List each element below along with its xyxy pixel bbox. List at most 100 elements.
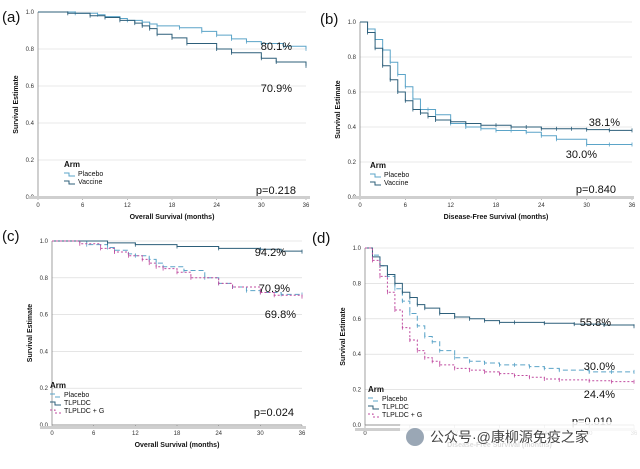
x-tick-label: 24	[215, 431, 222, 437]
legend-swatch	[368, 397, 379, 402]
x-tick-label: 30	[258, 203, 265, 209]
y-tick-label: 0.2	[348, 160, 357, 166]
y-tick-label: 0.2	[40, 386, 49, 392]
x-axis-title: Disease-Free Survival (months)	[444, 214, 549, 221]
chart-panel: (d)0.00.20.40.60.81.0061218243036Disease…	[312, 230, 638, 449]
x-tick-label: 0	[50, 431, 54, 437]
y-axis-title: Survival Estimate	[340, 307, 347, 365]
y-axis-title: Survival Estimate	[335, 80, 342, 138]
panel-label: (c)	[2, 228, 20, 245]
y-tick-label: 0.6	[26, 84, 35, 90]
watermark-text: 公众号·@康柳源免疫之家	[430, 429, 589, 445]
x-tick-label: 0	[358, 203, 362, 209]
x-tick-label: 30	[257, 431, 264, 437]
survival-percent-label: 55.8%	[580, 317, 611, 329]
legend-item: TLPLDC	[382, 404, 409, 411]
y-tick-label: 0.8	[26, 47, 35, 53]
legend-swatch	[368, 405, 379, 410]
survival-percent-label: 94.2%	[255, 247, 286, 259]
legend-title: Arm	[50, 381, 66, 390]
y-tick-label: 0.6	[348, 90, 357, 96]
y-axis-title: Survival Estimate	[27, 304, 34, 362]
survival-percent-label: 24.4%	[584, 389, 615, 401]
panel-border	[28, 196, 310, 199]
x-tick-label: 24	[538, 203, 545, 209]
y-tick-label: 0.0	[353, 423, 362, 429]
legend-item: Placebo	[382, 396, 407, 403]
legend-item: Vaccine	[384, 180, 408, 187]
legend-item: TLPLDC	[64, 400, 91, 407]
x-tick-label: 12	[447, 203, 454, 209]
survival-percent-label: 70.9%	[261, 83, 292, 95]
series-line	[360, 21, 632, 131]
x-axis-title: Overall Survival (months)	[130, 214, 215, 221]
legend-item: TLPLDC + G	[382, 412, 422, 419]
survival-percent-label: 69.8%	[265, 309, 296, 321]
y-tick-label: 0.6	[353, 317, 362, 323]
survival-percent-label: 38.1%	[589, 117, 620, 129]
panel-border	[352, 196, 634, 199]
panel-label: (d)	[312, 230, 330, 247]
wechat-icon	[406, 428, 424, 446]
watermark: 公众号·@康柳源免疫之家	[400, 422, 640, 452]
x-tick-label: 6	[81, 203, 85, 209]
legend-item: Placebo	[78, 171, 103, 178]
survival-percent-label: 30.0%	[584, 361, 615, 373]
panel-border	[40, 426, 306, 429]
x-tick-label: 18	[169, 203, 176, 209]
y-tick-label: 1.0	[26, 10, 35, 16]
y-tick-label: 0.4	[353, 352, 362, 358]
y-tick-label: 0.4	[348, 125, 357, 131]
x-tick-label: 0	[36, 203, 40, 209]
y-tick-label: 0.4	[40, 349, 49, 355]
p-value-label: p=0.024	[254, 407, 294, 419]
legend-swatch	[50, 393, 61, 398]
legend-title: Arm	[64, 160, 80, 169]
legend-swatch	[368, 413, 379, 418]
x-tick-label: 24	[213, 203, 220, 209]
legend-item: Vaccine	[78, 179, 102, 186]
y-tick-label: 0.4	[26, 121, 35, 127]
legend-swatch	[50, 401, 61, 406]
legend-swatch	[370, 173, 381, 178]
x-tick-label: 30	[583, 203, 590, 209]
y-tick-label: 1.0	[353, 246, 362, 252]
legend-title: Arm	[368, 385, 384, 394]
y-tick-label: 0.6	[40, 313, 49, 319]
y-tick-label: 1.0	[40, 239, 49, 245]
panel-label: (b)	[320, 11, 338, 28]
chart-panel: (a)0.00.20.40.60.81.0061218243036Overall…	[2, 9, 310, 221]
y-axis-title: Survival Estimate	[13, 75, 20, 133]
x-tick-label: 12	[124, 203, 131, 209]
panel-label: (a)	[2, 9, 20, 26]
x-tick-label: 36	[629, 203, 636, 209]
legend-swatch	[64, 172, 75, 177]
survival-percent-label: 70.9%	[259, 283, 290, 295]
x-tick-label: 6	[92, 431, 96, 437]
chart-panel: (b)0.00.20.40.60.81.00 6 12 18 24 30 36Disease…	[320, 11, 636, 221]
y-tick-label: 0.2	[26, 158, 35, 164]
x-tick-label: 0	[363, 431, 367, 437]
legend-swatch	[370, 181, 381, 186]
survival-percent-label: 30.0%	[566, 149, 597, 161]
legend-item: Placebo	[64, 392, 89, 399]
x-axis-title: Overall Survival (months)	[135, 442, 220, 449]
chart-panel: (c)0.00.20.40.60.81.0061218243036Overall…	[2, 228, 306, 449]
y-tick-label: 0.2	[353, 388, 362, 394]
legend-swatch	[64, 180, 75, 185]
x-tick-label: 18	[493, 203, 500, 209]
p-value-label: p=0.218	[256, 185, 296, 197]
y-tick-label: 0.8	[353, 281, 362, 287]
legend-item: TLPLDC + G	[64, 408, 104, 415]
y-tick-label: 0.8	[40, 276, 49, 282]
x-tick-label: 36	[299, 431, 306, 437]
y-tick-label: 1.0	[348, 20, 357, 26]
x-tick-label: 36	[303, 203, 310, 209]
x-tick-label: 12	[132, 431, 139, 437]
legend-title: Arm	[370, 161, 386, 170]
x-tick-label: 18	[174, 431, 181, 437]
survival-percent-label: 80.1%	[261, 41, 292, 53]
series-line	[365, 247, 635, 327]
y-tick-label: 0.8	[348, 55, 357, 61]
